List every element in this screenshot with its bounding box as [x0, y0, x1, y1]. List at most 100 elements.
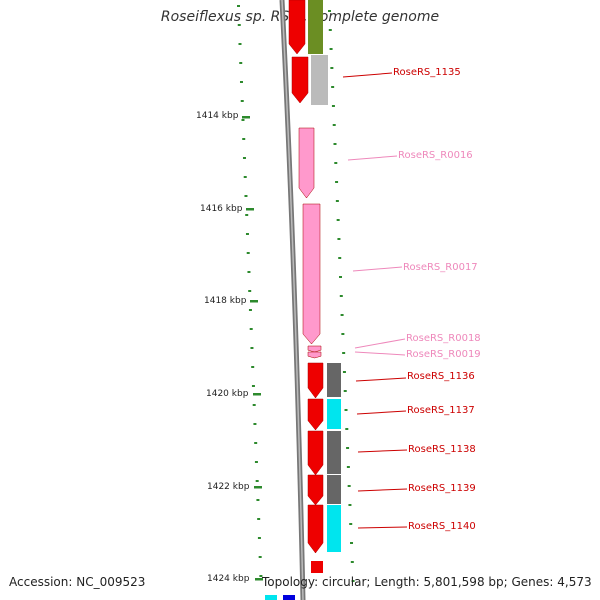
tick-dot-left-6 — [241, 119, 245, 121]
tick-dot-right-3 — [330, 67, 334, 69]
leader-1138 — [357, 449, 408, 453]
tick-dot-right-1 — [328, 29, 332, 31]
tick-dot-left-14 — [247, 271, 251, 273]
gene-block-bottom-blue — [283, 595, 295, 600]
tick-dot-left-11 — [245, 214, 249, 216]
summary-text: Topology: circular; Length: 5,801,598 bp… — [262, 575, 592, 589]
gene-label-roseRS-1137[interactable]: RoseRS_1137 — [407, 405, 475, 416]
tick-dot-left-3 — [239, 62, 243, 64]
tick-label-1424: 1424 kbp — [207, 574, 250, 584]
tick-dot-right-2 — [329, 48, 333, 50]
tick-dot-left-23 — [254, 442, 258, 444]
gene-block-bottom-cyan — [265, 595, 277, 600]
accession-text: Accession: NC_009523 — [9, 575, 146, 589]
gene-arrow-1135 — [291, 56, 309, 104]
tick-dot-left-22 — [253, 423, 257, 425]
tick-dot-left-30 — [259, 575, 263, 577]
tick-dot-right-15 — [339, 295, 343, 297]
gene-arrow-lower-0 — [307, 362, 324, 399]
tick-dot-left-0 — [237, 5, 240, 7]
leader-1135 — [342, 72, 393, 78]
gene-block-lower-0 — [327, 363, 341, 397]
leader-r0019 — [354, 351, 406, 356]
tick-dot-right-26 — [348, 504, 352, 506]
tick-dot-left-28 — [257, 537, 261, 539]
tick-dot-left-21 — [252, 404, 256, 406]
gene-arrow-lower-3 — [307, 474, 324, 506]
tick-dot-left-2 — [238, 43, 242, 45]
tick-dot-right-25 — [347, 485, 351, 487]
tick-dot-left-1 — [237, 24, 241, 26]
tick-dot-left-5 — [240, 100, 244, 102]
tick-dot-right-4 — [331, 86, 335, 88]
gene-label-roseRS-R0018[interactable]: RoseRS_R0018 — [406, 333, 481, 344]
tick-dot-right-22 — [345, 428, 349, 430]
major-tick-3 — [253, 393, 261, 396]
tick-dot-left-12 — [245, 233, 249, 235]
gene-label-roseRS-1138[interactable]: RoseRS_1138 — [408, 444, 476, 455]
major-tick-1 — [246, 208, 254, 211]
gene-block-lower-4 — [327, 505, 341, 552]
tick-label-1414: 1414 kbp — [196, 111, 239, 121]
major-tick-5 — [255, 578, 263, 581]
tick-dot-left-20 — [251, 385, 255, 387]
gene-block-olive — [308, 0, 323, 54]
gene-arrow-lower-1 — [307, 398, 324, 431]
gene-label-roseRS-1135[interactable]: RoseRS_1135 — [393, 67, 461, 78]
tick-dot-left-7 — [242, 138, 246, 140]
tick-dot-right-10 — [335, 200, 339, 202]
tick-dot-right-0 — [328, 10, 331, 12]
tick-dot-left-29 — [258, 556, 262, 558]
gene-label-roseRS-1140[interactable]: RoseRS_1140 — [408, 521, 476, 532]
tick-dot-right-17 — [341, 333, 345, 335]
gene-arrow-lower-2 — [307, 430, 324, 476]
leader-1139 — [357, 488, 408, 492]
leader-1140 — [357, 526, 408, 529]
tick-dot-right-16 — [340, 314, 344, 316]
tick-dot-right-14 — [339, 276, 343, 278]
tick-dot-left-17 — [249, 328, 253, 330]
gene-label-roseRS-R0017[interactable]: RoseRS_R0017 — [403, 262, 478, 273]
tick-dot-left-26 — [256, 499, 260, 501]
tick-dot-right-30 — [351, 580, 355, 582]
tick-dot-right-11 — [336, 219, 340, 221]
tick-dot-left-8 — [242, 157, 246, 159]
tick-dot-left-13 — [246, 252, 250, 254]
tick-label-1418: 1418 kbp — [204, 296, 247, 306]
major-tick-2 — [250, 300, 258, 303]
tick-dot-right-7 — [333, 143, 337, 145]
gene-arrow-lower-4 — [307, 504, 324, 554]
gene-block-lower-3 — [327, 475, 341, 504]
gene-block-lower-1 — [327, 399, 341, 429]
tick-dot-right-5 — [331, 105, 335, 107]
tick-dot-right-21 — [344, 409, 348, 411]
tick-dot-right-20 — [343, 390, 347, 392]
tick-dot-right-12 — [337, 238, 341, 240]
tick-dot-left-24 — [254, 461, 258, 463]
tick-dot-right-28 — [350, 542, 354, 544]
leader-r0018 — [354, 338, 406, 349]
gene-label-roseRS-R0019[interactable]: RoseRS_R0019 — [406, 349, 481, 360]
tick-dot-right-8 — [334, 162, 338, 164]
gene-block-grey-1135 — [311, 55, 328, 105]
backbone-highlight — [281, 0, 304, 600]
gene-block-bottom-red — [311, 561, 323, 573]
tick-label-1420: 1420 kbp — [206, 389, 249, 399]
tick-dot-left-18 — [250, 347, 254, 349]
tick-dot-right-18 — [342, 352, 346, 354]
tick-dot-left-10 — [244, 195, 248, 197]
tick-dot-right-9 — [335, 181, 339, 183]
gene-arrow-r0017 — [302, 203, 321, 345]
tick-dot-left-16 — [248, 309, 252, 311]
leader-1136 — [355, 377, 407, 382]
tick-dot-right-27 — [349, 523, 353, 525]
tick-dot-left-4 — [239, 81, 243, 83]
gene-label-roseRS-1136[interactable]: RoseRS_1136 — [407, 371, 475, 382]
tick-dot-right-29 — [350, 561, 354, 563]
gene-label-roseRS-R0016[interactable]: RoseRS_R0016 — [398, 150, 473, 161]
gene-arrow-r0016 — [298, 127, 315, 199]
gene-block-lower-2 — [327, 431, 341, 474]
gene-label-roseRS-1139[interactable]: RoseRS_1139 — [408, 483, 476, 494]
leader-r0016 — [347, 155, 398, 161]
